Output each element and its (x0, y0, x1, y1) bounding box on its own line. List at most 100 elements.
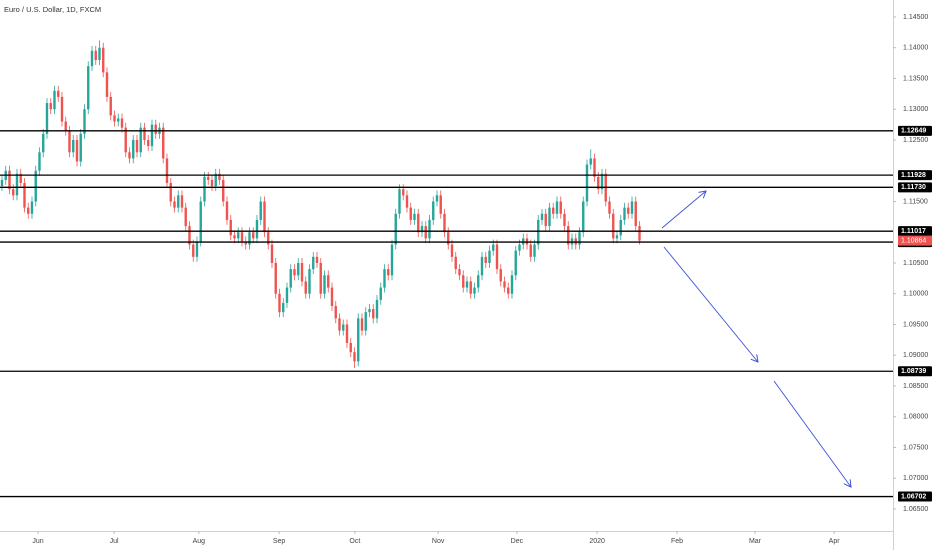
candle-body (447, 232, 450, 245)
candle-body (214, 173, 217, 187)
candle-body (492, 244, 495, 251)
candle-body (548, 207, 551, 227)
candle-body (203, 176, 206, 202)
candle-body (582, 201, 585, 233)
candle-body (282, 302, 285, 313)
candle-body (589, 158, 592, 165)
level-label-box (898, 491, 932, 502)
candle-body (510, 275, 514, 294)
candle-body (60, 96, 64, 122)
candle-body (619, 219, 622, 236)
candle-body (439, 195, 442, 214)
candle-body (465, 281, 469, 288)
candle-body (300, 262, 304, 282)
candle-body (627, 207, 630, 214)
candle-body (274, 262, 277, 294)
candle-body (207, 176, 210, 180)
candle-body (578, 232, 581, 245)
candle-body (379, 287, 382, 300)
candle-body (237, 232, 240, 239)
candle-body (473, 287, 476, 294)
candle-body (484, 256, 487, 263)
candle-body (49, 103, 52, 110)
candle-body (503, 281, 506, 288)
candle-body (0, 179, 4, 187)
x-tick-label: 2020 (589, 538, 605, 545)
candle-body (349, 342, 352, 353)
candle-body (623, 207, 626, 220)
candle-body (169, 183, 172, 202)
candle-body (405, 195, 409, 208)
candle-body (162, 127, 165, 159)
x-tick-label: Jul (110, 538, 119, 545)
plot (0, 40, 893, 498)
candle-body (402, 189, 405, 196)
candle-body (387, 269, 390, 276)
candle-body (267, 232, 270, 245)
candle-body (297, 262, 300, 276)
candle-body (27, 207, 30, 214)
candle-body (259, 201, 262, 220)
candle-body (424, 226, 427, 239)
candle-body (315, 256, 319, 263)
candle-body (255, 219, 259, 239)
candle-body (293, 269, 296, 276)
candle-body (34, 170, 37, 202)
last-price-label: 1.10864 (901, 237, 926, 244)
candle-body (319, 262, 322, 294)
y-tick-label: 1.08000 (903, 414, 928, 421)
candle-body (75, 139, 79, 162)
x-tick-label: Mar (749, 538, 762, 545)
candle-body (533, 244, 536, 257)
candle-body (23, 183, 26, 208)
candle-body (552, 207, 555, 214)
candle-body (143, 127, 146, 140)
candle-body (638, 226, 641, 241)
candle-body (57, 90, 60, 97)
x-tick-label: Nov (432, 538, 445, 545)
candle-body (102, 47, 105, 73)
x-tick-label: Feb (671, 538, 683, 545)
candle-body (195, 241, 199, 257)
y-tick-label: 1.06500 (903, 506, 928, 513)
candle-body (79, 133, 82, 162)
candle-body (563, 213, 566, 227)
candle-body (42, 133, 45, 153)
candle-body (285, 287, 289, 303)
candle-body (529, 244, 532, 257)
last-price-box (898, 235, 932, 246)
candle-body (199, 201, 202, 242)
candle-body (600, 173, 604, 190)
level-label-box (898, 366, 932, 377)
candle-body (612, 213, 615, 239)
candle-body (417, 213, 420, 233)
arrow (661, 191, 706, 229)
candle-body (180, 195, 184, 208)
candle-body (630, 201, 634, 214)
candle-body (139, 127, 142, 153)
candle-body (109, 96, 112, 116)
candle-body (555, 201, 559, 214)
arrow (773, 380, 851, 487)
candle-body (252, 232, 255, 239)
candle-body (90, 50, 94, 67)
candle-body (165, 158, 169, 184)
level-label-box (898, 182, 932, 193)
x-tick-label: Dec (511, 538, 524, 545)
y-tick-label: 1.09500 (903, 321, 928, 328)
level-label: 1.06702 (901, 493, 926, 500)
candle-body (398, 189, 401, 214)
candle-body (537, 219, 540, 245)
y-tick-label: 1.07000 (903, 475, 928, 482)
candle-body (495, 244, 499, 270)
x-tick-label: Oct (349, 538, 360, 545)
candle-body (409, 207, 412, 220)
candle-body (233, 235, 236, 239)
candle-body (540, 213, 544, 220)
candle-body (330, 287, 334, 307)
candle-body (394, 213, 397, 245)
candle-body (8, 170, 11, 190)
candle-body (559, 201, 562, 214)
